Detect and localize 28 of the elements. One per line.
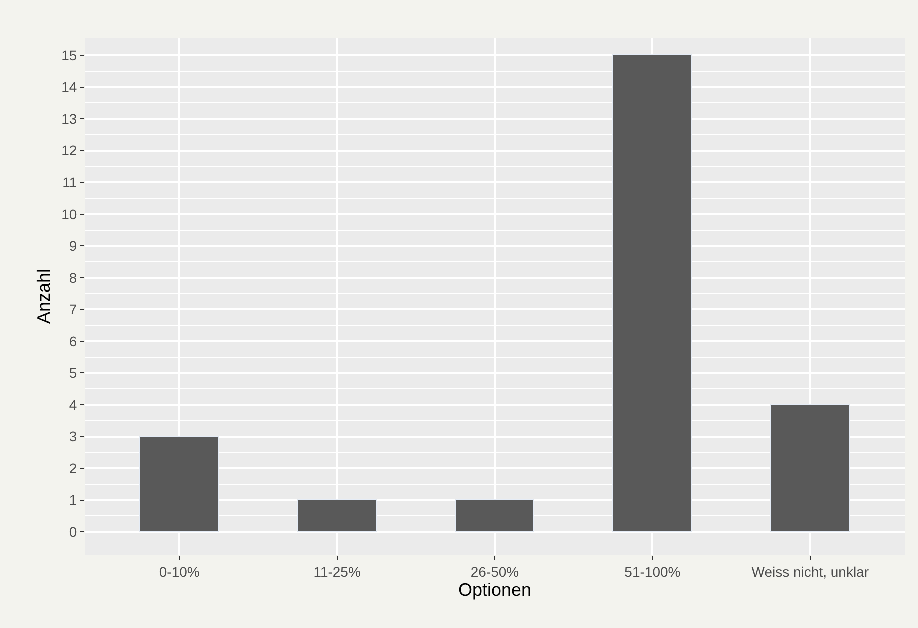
y-tick-label: 13 — [62, 110, 78, 127]
bar — [456, 500, 534, 532]
y-tick-label: 12 — [62, 142, 78, 159]
x-tick-label: 26-50% — [470, 564, 520, 580]
y-tick-label: 2 — [69, 460, 78, 476]
y-tick-label: 0 — [69, 524, 78, 540]
y-tick-label: 10 — [62, 206, 78, 222]
y-tick-label: 8 — [69, 270, 78, 286]
x-tick-label: Weiss nicht, unklar — [752, 564, 870, 580]
y-tick-label: 7 — [69, 302, 78, 318]
y-tick-label: 9 — [69, 238, 78, 254]
y-tick-label: 5 — [69, 365, 78, 382]
y-tick-label: 6 — [69, 333, 78, 350]
bar — [140, 436, 219, 532]
bar — [770, 404, 850, 532]
y-tick-label: 4 — [69, 396, 78, 413]
bar — [298, 500, 377, 532]
y-tick-label: 11 — [62, 174, 78, 190]
y-tick-label: 15 — [62, 47, 78, 64]
y-tick-label: 1 — [69, 492, 78, 508]
y-axis-title: Anzahl — [34, 268, 54, 324]
x-tick-label: 51-100% — [624, 564, 681, 580]
y-tick-label: 14 — [62, 79, 78, 96]
x-tick-label: 0-10% — [159, 564, 200, 580]
bar — [612, 54, 692, 532]
x-axis-title: Optionen — [458, 580, 532, 600]
y-tick-label: 3 — [69, 428, 78, 445]
x-tick-label: 11-25% — [314, 564, 361, 580]
